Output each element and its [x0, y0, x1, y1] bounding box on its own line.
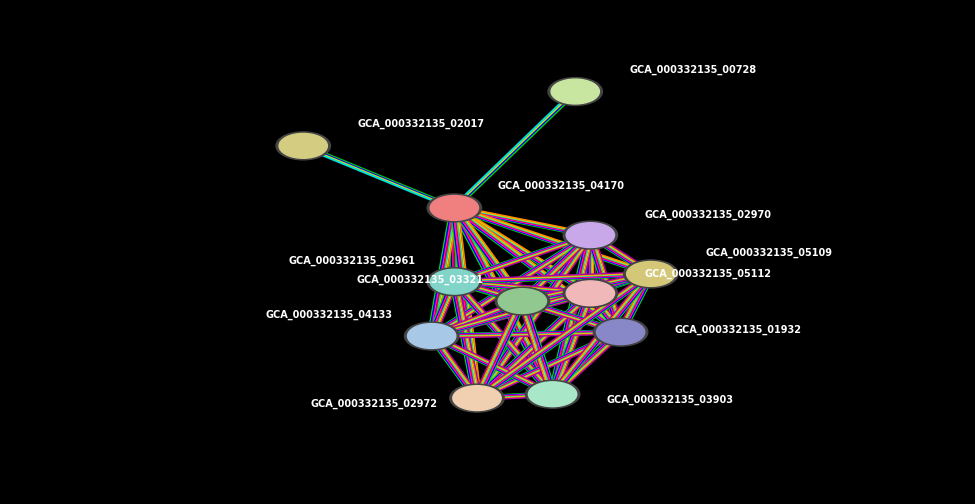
Circle shape [627, 262, 675, 286]
Circle shape [548, 78, 603, 105]
Circle shape [405, 322, 459, 350]
Circle shape [566, 223, 614, 247]
Circle shape [526, 380, 580, 408]
Text: GCA_000332135_02961: GCA_000332135_02961 [288, 256, 415, 266]
Circle shape [427, 194, 482, 222]
Circle shape [430, 269, 479, 294]
Text: GCA_000332135_02017: GCA_000332135_02017 [358, 119, 485, 129]
Circle shape [430, 196, 479, 220]
Circle shape [408, 324, 456, 348]
Circle shape [528, 382, 577, 407]
Circle shape [551, 79, 600, 104]
Circle shape [566, 281, 614, 306]
Text: GCA_000332135_04170: GCA_000332135_04170 [497, 181, 624, 192]
Text: GCA_000332135_05112: GCA_000332135_05112 [644, 269, 772, 279]
Text: GCA_000332135_01932: GCA_000332135_01932 [675, 325, 802, 335]
Text: GCA_000332135_05109: GCA_000332135_05109 [705, 248, 833, 258]
Text: GCA_000332135_04133: GCA_000332135_04133 [265, 310, 392, 320]
Text: GCA_000332135_03321: GCA_000332135_03321 [356, 275, 483, 285]
Text: GCA_000332135_02970: GCA_000332135_02970 [644, 210, 772, 220]
Circle shape [624, 260, 678, 288]
Circle shape [498, 289, 547, 313]
Text: GCA_000332135_02972: GCA_000332135_02972 [311, 398, 438, 409]
Circle shape [594, 318, 647, 346]
Text: GCA_000332135_00728: GCA_000332135_00728 [630, 65, 757, 75]
Circle shape [449, 384, 504, 412]
Circle shape [597, 320, 644, 345]
Circle shape [279, 134, 328, 158]
Circle shape [564, 279, 617, 307]
Circle shape [452, 386, 501, 411]
Circle shape [495, 287, 550, 315]
Circle shape [427, 268, 482, 296]
Circle shape [564, 221, 617, 249]
Text: GCA_000332135_03903: GCA_000332135_03903 [607, 395, 734, 405]
Circle shape [276, 132, 331, 160]
